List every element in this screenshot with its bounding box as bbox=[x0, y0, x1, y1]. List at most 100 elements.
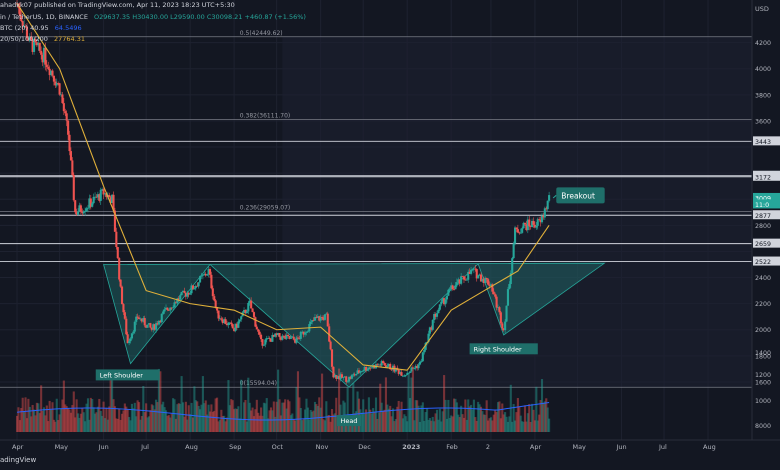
volume-bar bbox=[42, 407, 46, 432]
volume-bar bbox=[247, 377, 250, 432]
candle-body bbox=[133, 321, 136, 332]
volume-bar bbox=[235, 409, 239, 432]
volume-bar bbox=[543, 401, 546, 432]
pattern-label: Head bbox=[340, 417, 357, 425]
candle-body bbox=[350, 375, 353, 379]
candle-body bbox=[277, 333, 280, 335]
candle-body bbox=[339, 374, 342, 380]
candle-body bbox=[275, 333, 278, 335]
volume-bar bbox=[172, 398, 175, 432]
candle-body bbox=[48, 68, 51, 76]
volume-bar bbox=[35, 402, 38, 432]
candle-body bbox=[174, 302, 177, 304]
candle-body bbox=[353, 374, 356, 376]
volume-bar bbox=[159, 371, 162, 432]
price-level-tag bbox=[753, 171, 780, 181]
candle-body bbox=[376, 364, 379, 366]
volume-bar bbox=[223, 415, 226, 432]
candle-body bbox=[268, 338, 271, 339]
volume-bar bbox=[227, 380, 230, 432]
candle-body bbox=[471, 269, 474, 271]
candle-body bbox=[452, 289, 456, 290]
candle-body bbox=[282, 335, 285, 337]
candle-body bbox=[69, 151, 72, 161]
fib-level-label: 0.5(42449.62) bbox=[240, 30, 283, 37]
volume-bar bbox=[352, 383, 355, 432]
candle-body bbox=[516, 229, 519, 233]
volume-bar bbox=[142, 385, 145, 432]
volume-bar bbox=[279, 415, 282, 432]
candle-body bbox=[462, 276, 466, 280]
volume-bar bbox=[494, 410, 497, 432]
volume-bar bbox=[67, 408, 70, 432]
candle-body bbox=[240, 316, 243, 320]
volume-bar bbox=[295, 386, 298, 432]
volume-bar bbox=[540, 379, 544, 432]
volume-bar bbox=[488, 418, 491, 432]
candle-body bbox=[35, 42, 38, 46]
volume-bar bbox=[200, 404, 203, 432]
time-axis-label: Jun bbox=[98, 443, 109, 451]
volume-bar bbox=[248, 402, 251, 432]
indicator-1-label[interactable]: BTC (20) 40.95 bbox=[0, 24, 49, 32]
volume-bar bbox=[292, 419, 295, 432]
volume-bar bbox=[106, 419, 109, 432]
volume-bar bbox=[96, 406, 99, 432]
volume-bar bbox=[403, 414, 406, 432]
volume-moving-average bbox=[16, 402, 550, 421]
volume-bar bbox=[191, 417, 195, 432]
indicator-2-label[interactable]: 20/50/100/200 bbox=[0, 35, 48, 43]
volume-bar bbox=[85, 403, 88, 432]
candle-body bbox=[506, 289, 510, 306]
candle-body bbox=[183, 290, 186, 293]
candle-body bbox=[264, 339, 267, 345]
time-axis-label: 2023 bbox=[402, 443, 420, 451]
candle-body bbox=[213, 296, 216, 301]
volume-bar bbox=[316, 406, 319, 432]
candle-body bbox=[386, 366, 389, 368]
volume-bar bbox=[338, 368, 341, 432]
candle-body bbox=[186, 292, 189, 297]
candle-body bbox=[478, 274, 481, 276]
volume-axis-label: 8000 bbox=[755, 423, 771, 430]
candle-body bbox=[274, 333, 277, 337]
candle-body bbox=[543, 208, 546, 218]
publisher-line: ahadkk07 published on TradingView.com, A… bbox=[0, 1, 239, 9]
candle-body bbox=[130, 333, 134, 339]
volume-bar bbox=[132, 408, 135, 432]
candle-body bbox=[434, 314, 437, 317]
candle-body bbox=[512, 243, 515, 259]
volume-bar bbox=[281, 402, 284, 432]
brand-text: adingView bbox=[0, 456, 37, 464]
indicator-2-value: 27764.31 bbox=[54, 35, 86, 43]
candle-body bbox=[323, 314, 326, 320]
volume-bar bbox=[207, 404, 210, 432]
volume-bar bbox=[241, 419, 244, 432]
volume-bar bbox=[76, 413, 80, 432]
candle-body bbox=[52, 75, 55, 82]
candle-body bbox=[103, 193, 107, 195]
volume-bar bbox=[472, 399, 475, 432]
candle-body bbox=[199, 276, 202, 283]
tradingview-logo[interactable]: adingView bbox=[0, 456, 36, 464]
volume-bar bbox=[196, 401, 199, 432]
volume-bar bbox=[48, 400, 51, 432]
volume-bar bbox=[163, 407, 166, 432]
candle-body bbox=[208, 269, 212, 275]
volume-bar bbox=[399, 410, 402, 432]
price-level-tag bbox=[753, 256, 780, 266]
volume-bar bbox=[373, 411, 376, 432]
candle-body bbox=[28, 36, 31, 41]
volume-bar bbox=[435, 409, 439, 432]
candle-body bbox=[166, 307, 169, 310]
candle-body bbox=[383, 363, 386, 366]
candle-body bbox=[289, 337, 292, 339]
volume-bar bbox=[311, 411, 314, 432]
symbol-name[interactable]: in / TetherUS, 1D, BINANCE bbox=[0, 13, 88, 21]
candle-body bbox=[443, 298, 446, 305]
candle-body bbox=[316, 316, 319, 318]
candle-body bbox=[179, 295, 182, 300]
volume-bar bbox=[406, 421, 409, 432]
volume-bar bbox=[394, 419, 397, 432]
